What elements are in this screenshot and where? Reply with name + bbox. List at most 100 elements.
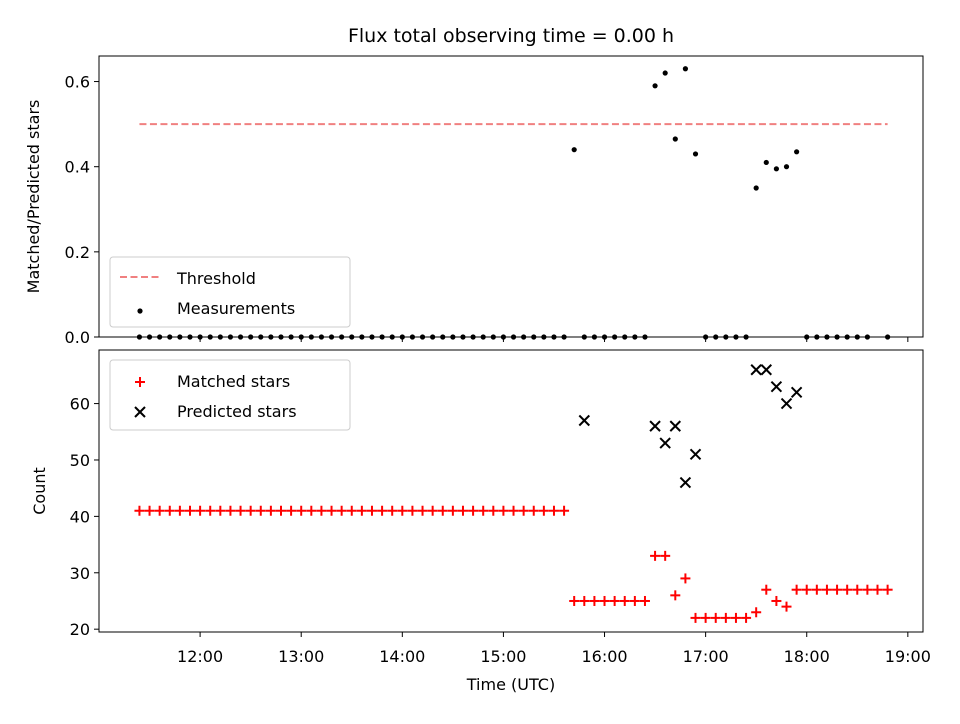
data-point	[741, 612, 752, 623]
data-point	[619, 595, 630, 606]
data-point	[689, 448, 702, 461]
data-point	[571, 147, 577, 153]
data-point	[134, 505, 145, 516]
x-tick-label: 14:00	[379, 647, 425, 666]
data-point	[751, 607, 762, 618]
y-tick-label: 0.2	[65, 243, 90, 262]
legend-label: Measurements	[177, 299, 295, 318]
data-point	[569, 595, 580, 606]
data-point	[407, 505, 418, 516]
data-point	[660, 550, 671, 561]
data-point	[366, 505, 377, 516]
data-point	[336, 505, 347, 516]
data-point	[154, 505, 165, 516]
data-point	[669, 420, 682, 432]
data-point-b	[780, 397, 793, 410]
data-point-b	[770, 380, 783, 393]
data-point	[750, 364, 762, 376]
data-point	[225, 505, 236, 516]
series-matched-stars	[134, 505, 893, 623]
data-point	[488, 505, 499, 516]
x-axis-label: Time (UTC)	[466, 675, 555, 694]
data-point	[801, 584, 812, 595]
data-point	[255, 505, 266, 516]
data-point	[468, 505, 479, 516]
x-tick-label: 13:00	[278, 647, 324, 666]
data-point	[700, 612, 711, 623]
data-point	[235, 505, 246, 516]
data-point	[783, 164, 790, 170]
legend-label: Matched stars	[177, 372, 290, 391]
data-point	[326, 505, 337, 516]
data-point	[377, 505, 388, 516]
data-point-b	[679, 476, 692, 489]
data-point-b	[578, 414, 591, 427]
top-panel: 0.0 0.2 0.4 0.6 Matched/Predicted stars Thres…	[24, 55, 924, 347]
data-point	[578, 414, 591, 427]
data-point	[528, 505, 539, 516]
data-point-b	[750, 364, 762, 376]
data-point	[842, 584, 853, 595]
legend-label: Predicted stars	[177, 402, 297, 421]
series-predicted-stars	[578, 364, 803, 489]
data-point	[811, 584, 822, 595]
x-tick-label: 18:00	[784, 647, 830, 666]
data-point	[771, 595, 782, 606]
data-point	[356, 505, 367, 516]
data-point	[852, 584, 863, 595]
data-point	[457, 505, 468, 516]
data-point	[518, 505, 529, 516]
data-point	[164, 505, 175, 516]
data-point	[753, 185, 759, 191]
data-point	[296, 505, 307, 516]
data-point	[195, 505, 206, 516]
y-axis-label: Count	[30, 467, 49, 515]
data-point	[417, 505, 428, 516]
y-tick-label: 30	[70, 564, 90, 583]
data-point	[770, 380, 783, 393]
data-point	[609, 595, 620, 606]
legend-box	[109, 256, 351, 328]
data-point	[720, 612, 731, 623]
data-point	[559, 505, 570, 516]
data-point	[650, 550, 661, 561]
data-point	[589, 595, 600, 606]
data-point-b	[689, 448, 702, 461]
data-point	[882, 584, 893, 595]
data-point	[245, 505, 256, 516]
data-point	[679, 476, 692, 489]
data-point	[346, 505, 357, 516]
axes-frame	[98, 349, 924, 633]
data-point	[316, 505, 327, 516]
data-point	[265, 505, 276, 516]
data-point	[215, 505, 226, 516]
y-tick-label: 0.4	[65, 158, 90, 177]
data-point	[174, 505, 185, 516]
data-point-b	[790, 386, 803, 399]
x-tick-label: 16:00	[581, 647, 627, 666]
y-tick-label: 50	[70, 451, 90, 470]
data-point	[427, 505, 438, 516]
legend-label: Threshold	[176, 269, 256, 288]
data-point	[790, 386, 803, 399]
data-point	[659, 437, 671, 449]
data-point	[781, 601, 792, 612]
data-point-b	[760, 364, 772, 376]
data-point	[599, 595, 610, 606]
data-point	[306, 505, 317, 516]
axes-frame	[98, 55, 924, 338]
data-point	[286, 505, 297, 516]
data-point	[662, 70, 668, 76]
data-point	[652, 83, 658, 89]
data-point	[447, 505, 458, 516]
data-point	[821, 584, 832, 595]
y-tick-label: 40	[70, 507, 90, 526]
data-point	[773, 166, 779, 172]
data-point	[387, 505, 398, 516]
bottom-panel: 20 30 40 50 60 12:00 13:00 14:00 15:00 16:00 17:00…	[30, 349, 931, 666]
data-point	[579, 595, 590, 606]
data-point	[710, 612, 721, 623]
data-point-b	[659, 437, 671, 449]
data-point	[639, 595, 650, 606]
data-point	[548, 505, 559, 516]
